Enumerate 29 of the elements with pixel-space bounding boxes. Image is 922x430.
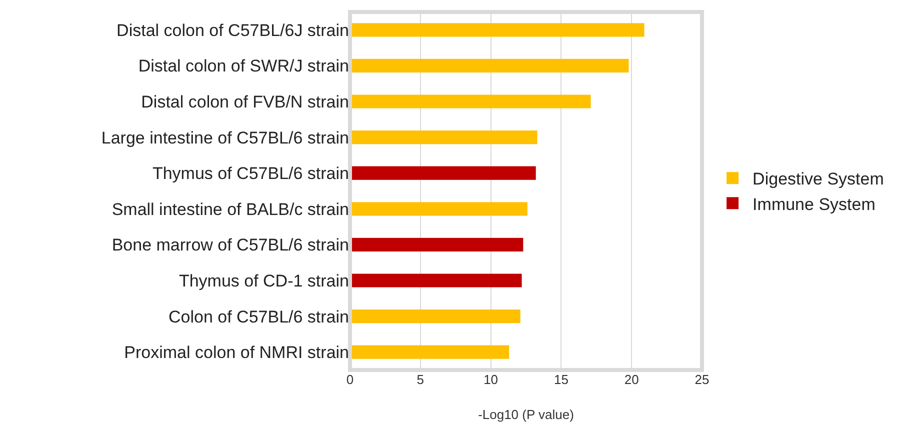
x-tick-label: 0 <box>346 372 354 387</box>
y-tick-label: Bone marrow of C57BL/6 strain <box>112 236 349 255</box>
y-tick-label: Proximal colon of NMRI strain <box>124 343 349 362</box>
x-tick-label: 5 <box>416 372 424 387</box>
bar <box>350 238 524 252</box>
y-tick-label: Thymus of C57BL/6 strain <box>152 164 349 184</box>
x-tick-label: 20 <box>624 372 639 387</box>
y-tick-label: Large intestine of C57BL/6 strain <box>101 128 349 148</box>
bar <box>350 345 510 359</box>
y-tick-label: Colon of C57BL/6 strain <box>168 307 349 326</box>
bar <box>350 202 528 216</box>
y-tick-label: Distal colon of FVB/N strain <box>141 92 349 112</box>
y-tick-label: Distal colon of SWR/J strain <box>138 56 349 76</box>
y-tick-label: Distal colon of C57BL/6J strain <box>116 20 349 40</box>
bar <box>350 58 629 72</box>
legend-label: Immune System <box>752 194 876 214</box>
legend-label: Digestive System <box>752 170 884 189</box>
bar <box>350 23 644 37</box>
x-axis-title: -Log10 (P value) <box>478 407 574 422</box>
x-tick-label: 25 <box>694 372 710 387</box>
bar <box>350 94 591 108</box>
x-tick-label: 15 <box>554 372 568 387</box>
y-tick-label: Small intestine of BALB/c strain <box>112 200 349 219</box>
bar <box>350 274 522 288</box>
bar <box>350 130 538 144</box>
y-tick-label: Thymus of CD-1 strain <box>178 271 349 290</box>
bar <box>350 166 536 180</box>
bar <box>350 310 520 324</box>
x-tick-label: 10 <box>484 372 498 387</box>
